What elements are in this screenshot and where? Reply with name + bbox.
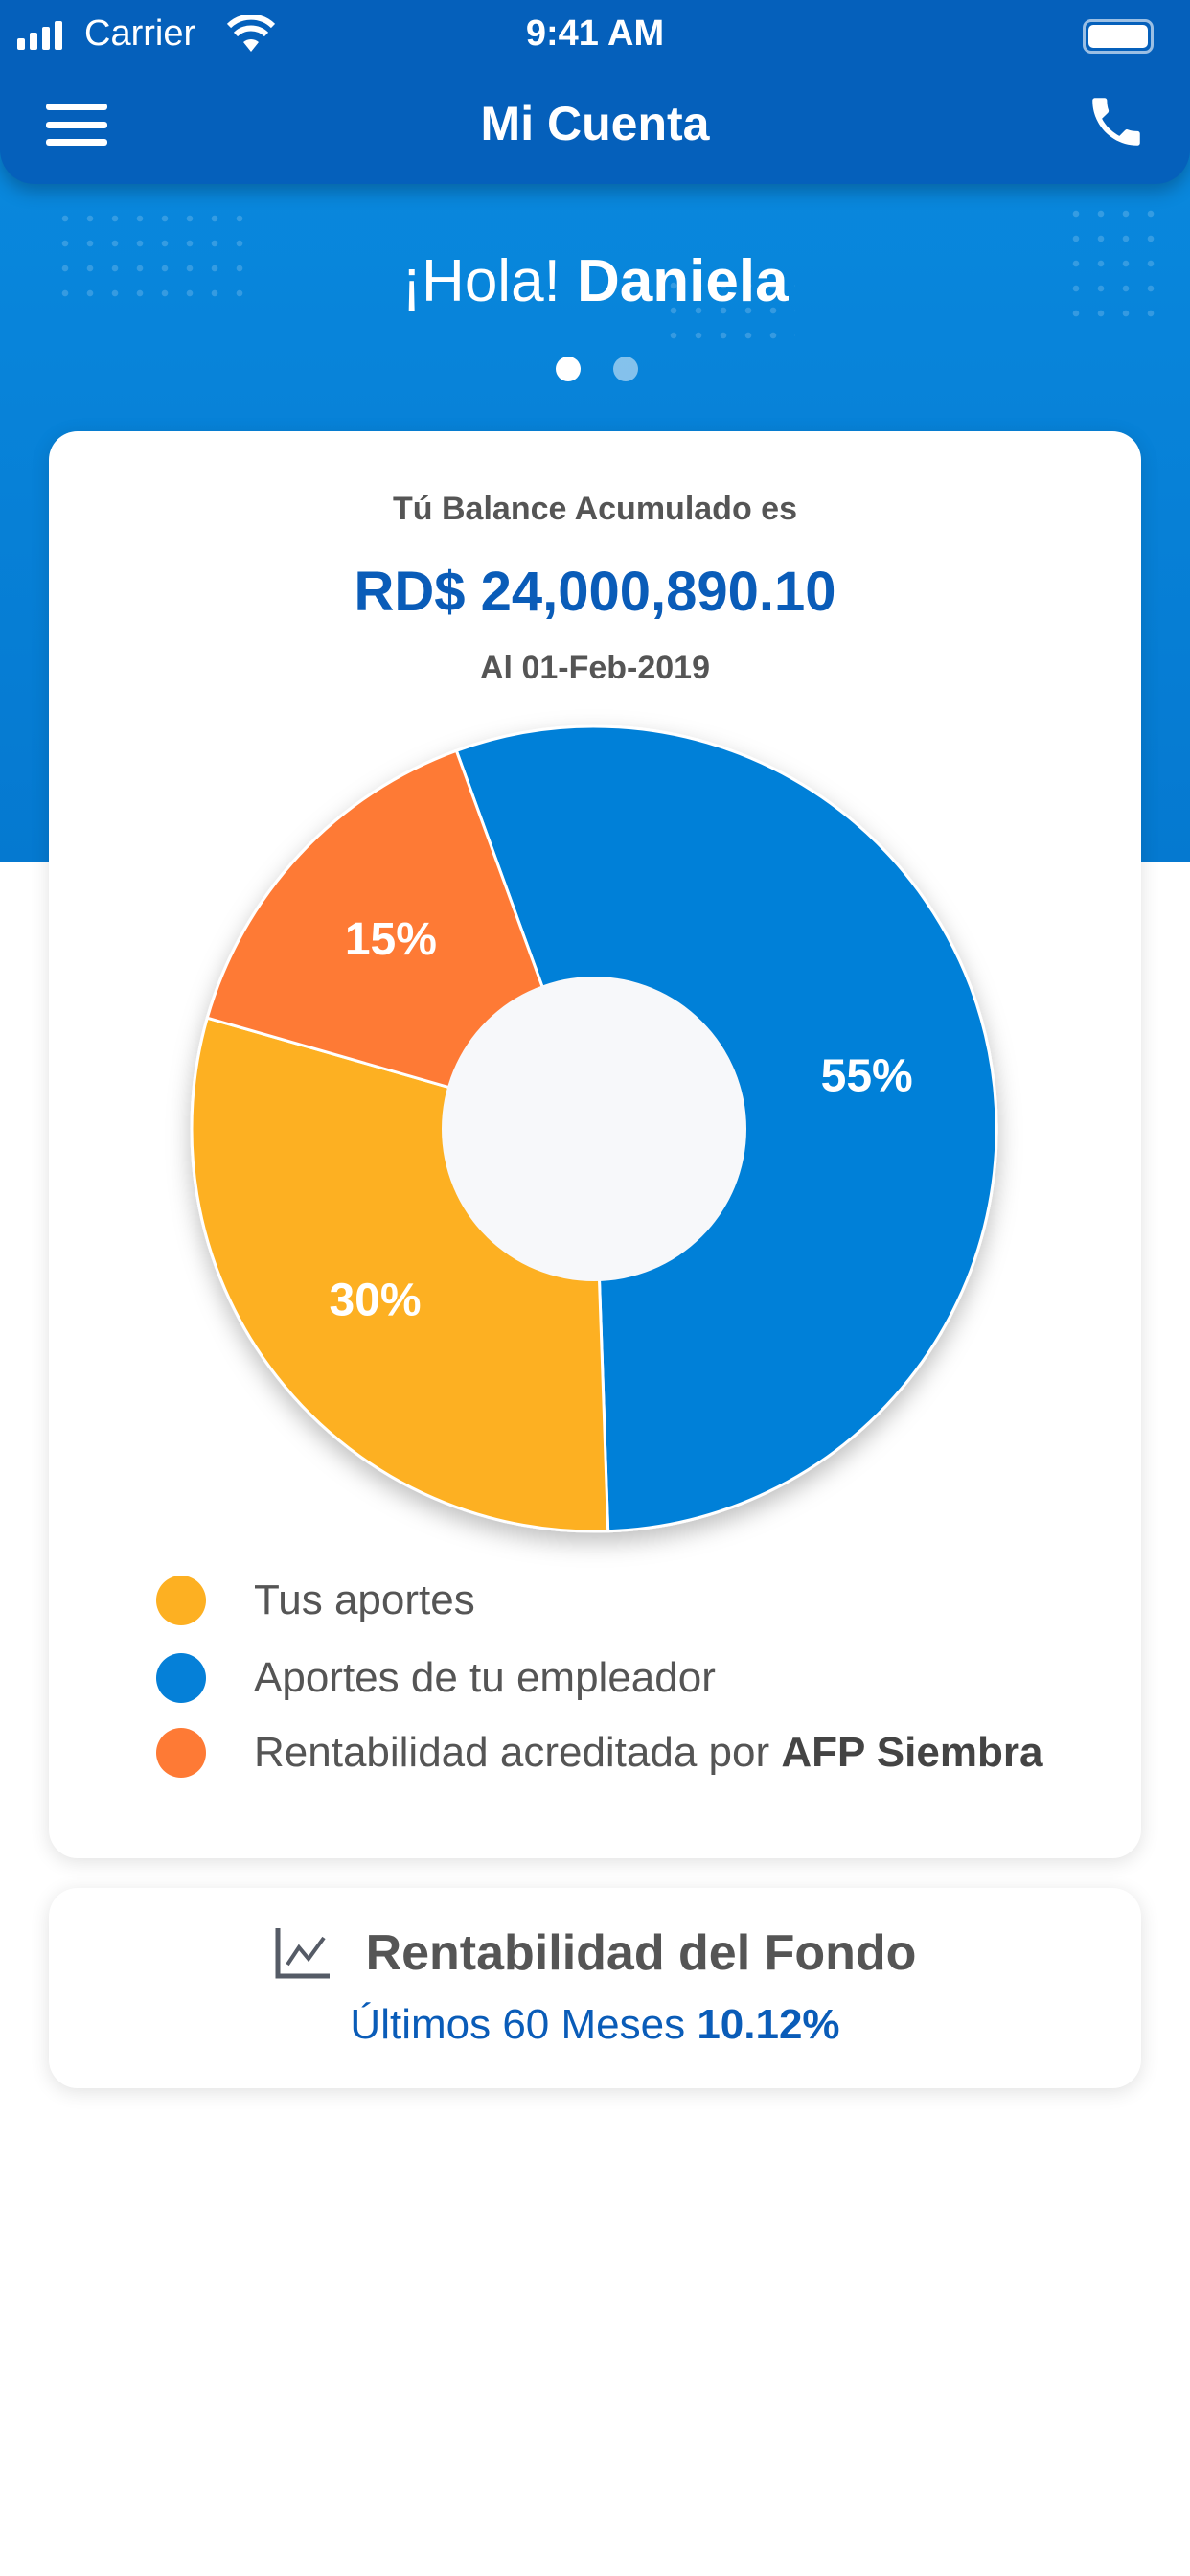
decor-dots <box>1064 201 1169 326</box>
pie-slice-label: 55% <box>821 1051 913 1102</box>
greeting: ¡Hola! Daniela <box>0 247 1190 315</box>
legend-item: Tus aportes <box>156 1576 475 1625</box>
fund-period: Últimos 60 Meses <box>350 2001 686 2048</box>
balance-date: Al 01-Feb-2019 <box>480 650 710 686</box>
page-title: Mi Cuenta <box>480 97 710 150</box>
signal-icon <box>17 21 62 50</box>
pie-hole <box>442 977 746 1281</box>
greeting-name: Daniela <box>577 248 789 314</box>
legend-label: Rentabilidad acreditada por <box>254 1729 782 1776</box>
page-indicator[interactable] <box>556 356 638 381</box>
legend-dot <box>156 1728 206 1778</box>
legend-dot <box>156 1653 206 1703</box>
pie-slice-label: 30% <box>329 1276 421 1326</box>
pie-chart: 55% 30% 15% <box>190 724 998 1533</box>
fund-return-card[interactable]: Rentabilidad del Fondo Últimos 60 Meses … <box>49 1888 1141 2088</box>
clock: 9:41 AM <box>525 13 665 54</box>
legend-item: Aportes de tu empleador <box>156 1653 716 1703</box>
legend-label: Tus aportes <box>254 1576 475 1623</box>
pie-slice-label: 15% <box>345 914 437 965</box>
line-chart-icon <box>275 1928 330 1979</box>
page-dot[interactable] <box>613 356 638 381</box>
balance-card: Tú Balance Acumulado es RD$ 24,000,890.1… <box>49 431 1141 1858</box>
decor-dots <box>661 273 795 350</box>
greeting-hello: ¡Hola! <box>401 248 561 314</box>
fund-value: 10.12% <box>697 2001 840 2048</box>
legend-dot <box>156 1576 206 1625</box>
battery-icon <box>1083 19 1154 54</box>
decor-dots <box>53 206 254 302</box>
carrier-label: Carrier <box>84 13 196 54</box>
menu-button[interactable] <box>46 104 107 146</box>
balance-label: Tú Balance Acumulado es <box>393 491 797 527</box>
legend-label-bold: AFP Siembra <box>781 1729 1043 1776</box>
fund-return: Últimos 60 Meses 10.12% <box>49 2001 1141 2049</box>
legend-item: Rentabilidad acreditada por AFP Siembra <box>156 1728 1042 1778</box>
phone-button[interactable] <box>1085 90 1148 153</box>
balance-amount: RD$ 24,000,890.10 <box>354 561 836 623</box>
wifi-icon <box>226 15 276 52</box>
status-bar: Carrier 9:41 AM <box>0 13 1190 61</box>
page-dot-active[interactable] <box>556 356 581 381</box>
legend-label: Aportes de tu empleador <box>254 1654 716 1701</box>
nav-bar: Carrier 9:41 AM Mi Cuenta <box>0 0 1190 184</box>
fund-title: Rentabilidad del Fondo <box>365 1925 917 1981</box>
